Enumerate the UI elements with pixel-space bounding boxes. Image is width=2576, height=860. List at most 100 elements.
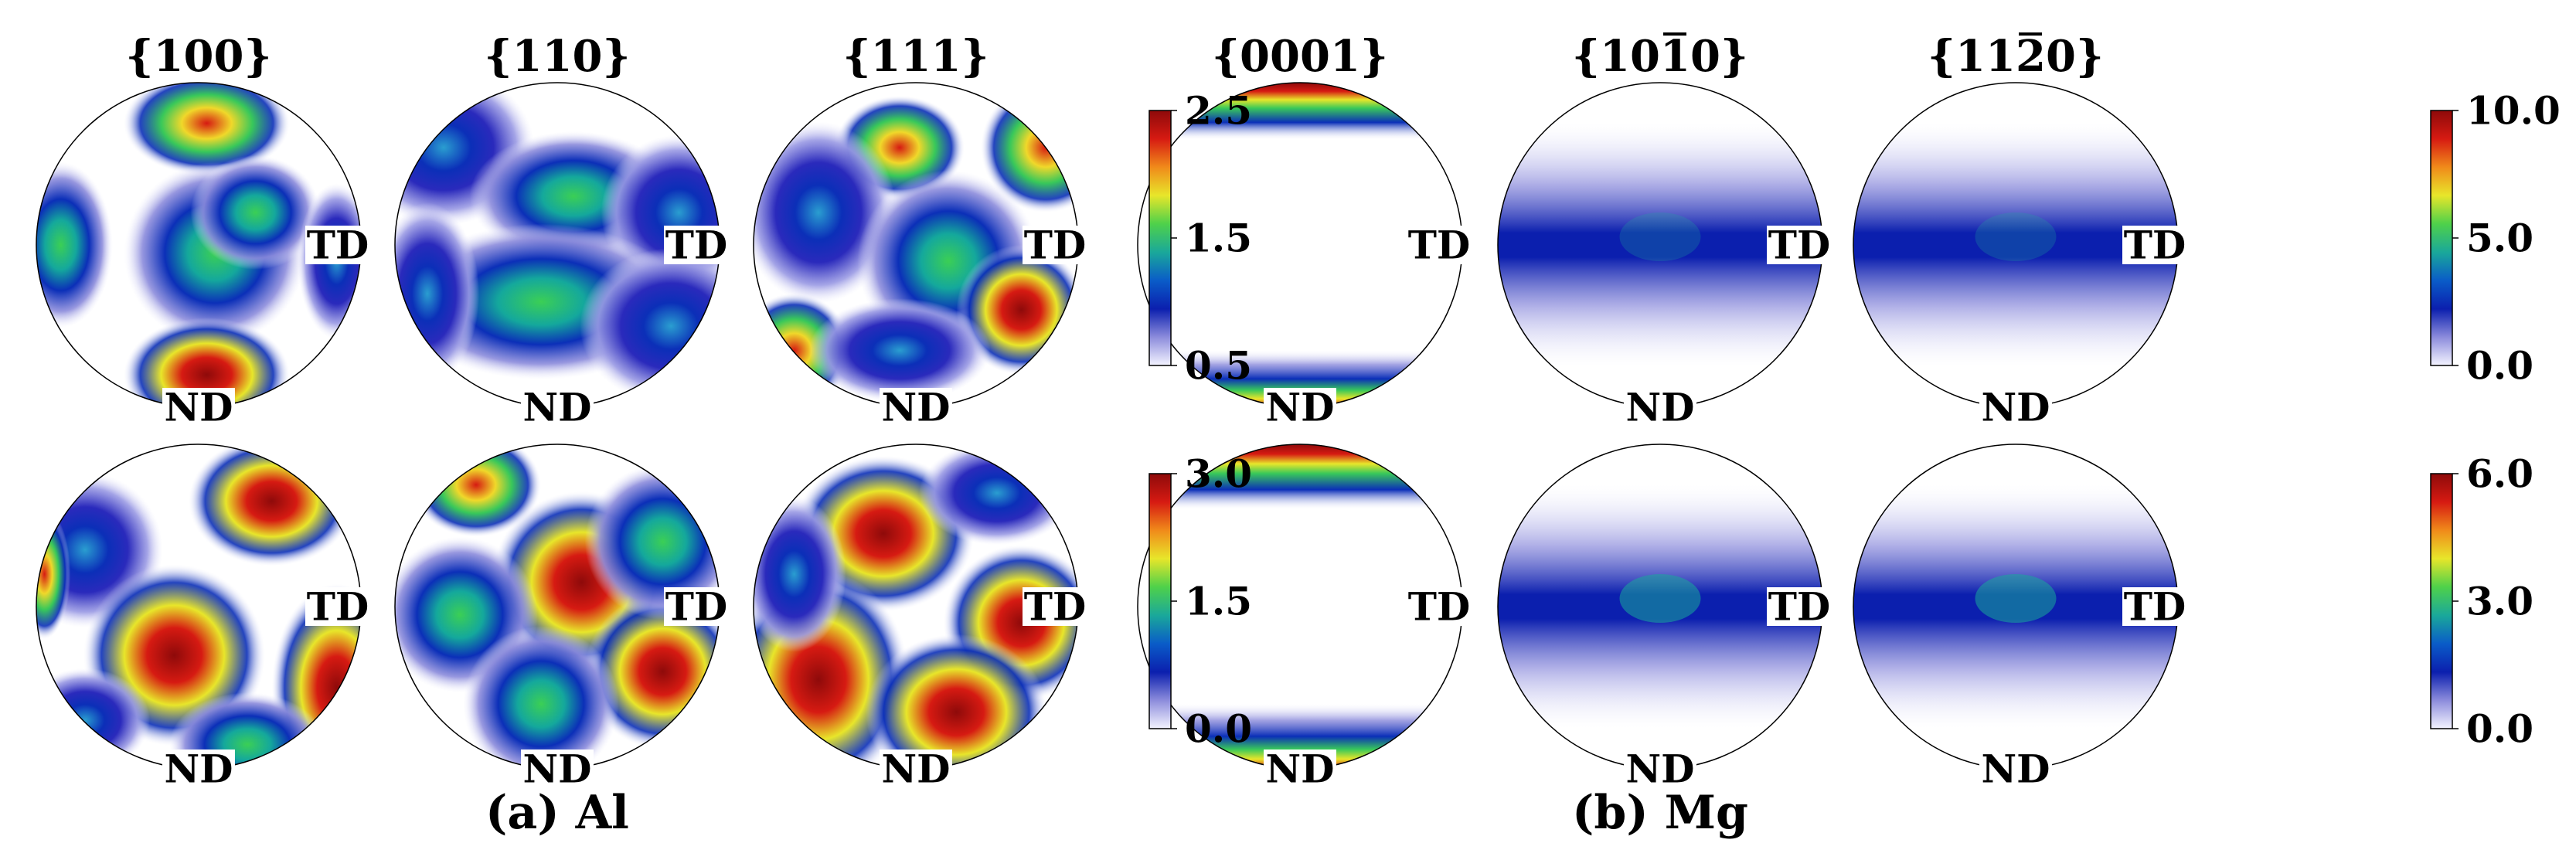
pole-figure-titles: {100} {110} {111} {0001} {1010} {1120}: [126, 31, 2104, 82]
colorbar-scale: [2430, 473, 2453, 729]
pole-figure-title: {1010}: [1572, 31, 1748, 82]
colorbar-scale: [2430, 110, 2453, 366]
td-label: TD: [1024, 584, 1087, 630]
pole-figure-mg-1-2: TD ND: [1497, 82, 1832, 430]
td-label-bg: [1023, 587, 1087, 626]
td-label: TD: [307, 223, 369, 268]
band-peak: [1975, 212, 2057, 261]
intensity-map: [1138, 83, 1462, 407]
nd-label: ND: [881, 746, 950, 792]
band-peak: [1619, 574, 1701, 623]
colorbar-tick-label: 5.0: [2466, 216, 2533, 261]
td-label-bg: [2122, 226, 2187, 264]
contour-blob: [808, 298, 991, 403]
td-label: TD: [1768, 223, 1831, 268]
colorbar-tick-label: 3.0: [1185, 451, 1252, 497]
colorbar-tick-label: 10.0: [2466, 88, 2561, 134]
nd-label-bg: [521, 388, 594, 427]
nd-label-bg: [880, 750, 952, 788]
pole-figure-mg-1-3: TD ND: [1853, 82, 2187, 430]
nd-label-bg: [162, 388, 235, 427]
nd-label-bg: [1979, 388, 2052, 427]
contour-blob: [754, 496, 846, 652]
intensity-map: [1498, 83, 1822, 407]
nd-label-bg: [1624, 388, 1696, 427]
nd-label: ND: [1265, 746, 1334, 792]
td-label-bg: [305, 226, 370, 264]
colorbar-scale: [1148, 110, 1172, 366]
contour-blob: [395, 202, 480, 385]
td-label-bg: [305, 587, 370, 626]
pole-figure-al-2-3: TD ND: [753, 444, 1087, 792]
pole-figures: TD ND TD ND TD ND TD ND TD ND TD ND TD ND TD ND TD ND TD ND…: [36, 82, 2187, 792]
colorbar-al-1: 2.5 1.5 0.5: [1148, 88, 1252, 389]
td-label-bg: [1767, 226, 1832, 264]
pole-figure-title: {1120}: [1928, 31, 2104, 82]
colorbar-tick-label: 3.0: [2466, 579, 2533, 624]
td-label: TD: [665, 223, 728, 268]
td-label-bg: [1767, 587, 1832, 626]
td-label: TD: [307, 584, 369, 630]
td-label: TD: [665, 584, 728, 630]
pole-figure-mg-1-1: TD ND: [1137, 82, 1472, 430]
td-label: TD: [1408, 584, 1471, 630]
colorbar-tick-label: 0.5: [1185, 343, 1252, 389]
nd-label: ND: [1625, 385, 1694, 430]
contour-blob: [36, 668, 150, 769]
band-peak: [1975, 574, 2057, 623]
td-label-bg: [1407, 226, 1472, 264]
nd-label: ND: [1625, 746, 1694, 792]
colorbar-scale: [1148, 473, 1172, 729]
contour-blob: [463, 626, 619, 769]
pole-figure-mg-2-2: TD ND: [1497, 444, 1832, 792]
panel-caption: (b) Mg: [1572, 786, 1748, 840]
nd-label-bg: [1979, 750, 2052, 788]
td-label: TD: [2124, 584, 2186, 630]
nd-label: ND: [1265, 385, 1334, 430]
colorbar-tick-label: 0.0: [2466, 343, 2533, 389]
contour-blob: [36, 161, 113, 328]
contour-blob: [754, 121, 897, 304]
colorbar-tick-label: 0.0: [2466, 706, 2533, 752]
td-label: TD: [1768, 584, 1831, 630]
td-label: TD: [2124, 223, 2186, 268]
nd-label-bg: [1264, 388, 1336, 427]
nd-label-bg: [1624, 750, 1696, 788]
pole-figure-title: {100}: [126, 31, 272, 82]
contour-blob: [188, 444, 356, 566]
pole-figure-al-1-1: TD ND: [36, 82, 370, 430]
nd-label: ND: [522, 746, 591, 792]
td-label-bg: [1023, 226, 1087, 264]
nd-label: ND: [522, 385, 591, 430]
pole-figure-title: {0001}: [1212, 31, 1388, 82]
colorbar-tick-label: 1.5: [1185, 216, 1252, 261]
panel-captions: (a) Al (b) Mg: [485, 786, 1748, 840]
pole-figure-al-2-1: TD ND: [36, 444, 370, 792]
nd-label: ND: [1981, 385, 2050, 430]
nd-label-bg: [880, 388, 952, 427]
nd-label: ND: [881, 385, 950, 430]
colorbar-mg-1: 10.0 5.0 0.0: [2430, 88, 2561, 389]
panel-caption: (a) Al: [485, 786, 629, 840]
pole-figure-title: {111}: [843, 31, 989, 82]
td-label-bg: [1407, 587, 1472, 626]
colorbar-tick-label: 2.5: [1185, 88, 1252, 134]
colorbar-tick-label: 0.0: [1185, 706, 1252, 752]
td-label: TD: [1024, 223, 1087, 268]
contour-blob: [123, 83, 291, 175]
pole-figure-al-2-2: TD ND: [394, 444, 729, 792]
pole-figure-title: {110}: [485, 31, 631, 82]
colorbar-mg-2: 6.0 3.0 0.0: [2430, 451, 2533, 752]
td-label: TD: [1408, 223, 1471, 268]
nd-label-bg: [1264, 750, 1336, 788]
contour-blob: [36, 509, 71, 639]
colorbar-tick-label: 1.5: [1185, 579, 1252, 624]
nd-label-bg: [162, 750, 235, 788]
contour-blob: [580, 248, 720, 404]
pole-figure-mg-2-3: TD ND: [1853, 444, 2187, 792]
colorbar-tick-label: 6.0: [2466, 451, 2533, 497]
nd-label: ND: [1981, 746, 2050, 792]
colorbars: 2.5 1.5 0.5 3.0 1.5 0.0 10.0 5.0 0.0 6.0 3.0 0.0: [1148, 88, 2561, 752]
contour-blob: [169, 692, 325, 769]
